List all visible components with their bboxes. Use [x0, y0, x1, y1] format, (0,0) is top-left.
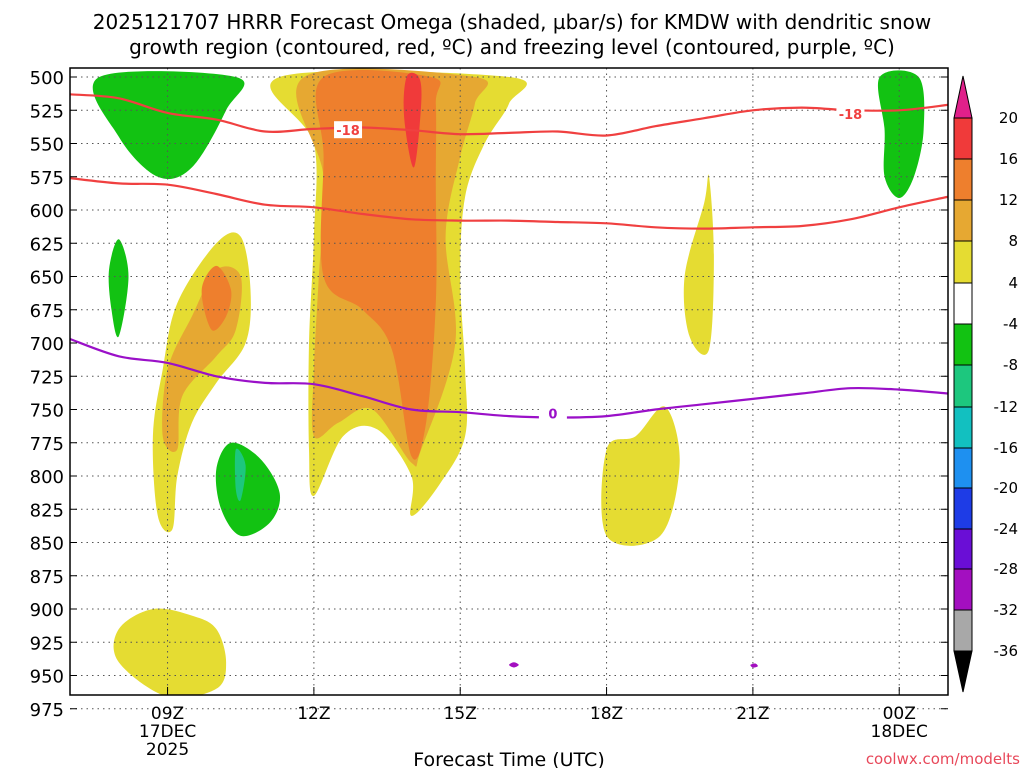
colorbar-label: -4 — [1003, 315, 1018, 333]
colorbar-bin — [953, 447, 973, 489]
colorbar-bin — [953, 487, 973, 530]
y-tick-label: 900 — [30, 600, 64, 621]
chart-title-line-1: 2025121707 HRRR Forecast Omega (shaded, … — [93, 10, 931, 34]
contour-label: 0 — [548, 407, 557, 422]
y-tick-label: 750 — [30, 401, 64, 422]
y-tick-label: 825 — [30, 500, 64, 521]
y-tick-label: 975 — [30, 700, 64, 721]
x-tick-date: 18DEC — [871, 722, 928, 742]
y-axis: 500 525 550 575 600 625 650 675 700 725 750 775 800 8… — [30, 68, 948, 721]
colorbar-label: -36 — [994, 642, 1019, 660]
colorbar-label: -32 — [994, 601, 1019, 619]
colorbar-bin — [953, 240, 973, 284]
colorbar: 20 16 12 8 4 -4 -8 -12 -16 -20 -24 -28 -32 -36 — [953, 75, 1019, 693]
contour-line-0 — [70, 93, 948, 137]
gridlines — [70, 68, 948, 710]
contour-label-bg — [538, 404, 567, 422]
y-tick-label: 575 — [30, 168, 64, 189]
omega-region-sinking-lobe-1 — [108, 239, 129, 338]
contour-label-bg — [836, 105, 865, 123]
contour-lines: -18 -18 0 — [70, 93, 948, 422]
omega-region-sinking-ur — [877, 70, 925, 198]
y-tick-label: 600 — [30, 201, 64, 222]
y-tick-label: 525 — [30, 101, 64, 122]
contour-line-2 — [70, 337, 948, 419]
x-tick-year: 2025 — [146, 740, 189, 760]
contour-label: -18 — [839, 108, 863, 123]
y-tick-label: 700 — [30, 334, 64, 355]
terrain-fill — [70, 695, 948, 727]
omega-region-sinking-ul-green — [92, 71, 245, 180]
colorbar-label: -20 — [994, 479, 1019, 497]
colorbar-bin — [953, 282, 973, 325]
colorbar-bin — [953, 364, 973, 408]
omega-region-rising-band-12 — [315, 69, 441, 460]
colorbar-label: 12 — [999, 191, 1018, 209]
y-tick-label: 725 — [30, 367, 64, 388]
colorbar-bin — [953, 650, 973, 693]
contour-label-bg — [334, 121, 363, 139]
omega-region-lobe-near-sfc — [113, 608, 227, 695]
colorbar-bin — [953, 323, 973, 366]
omega-shading — [92, 68, 925, 695]
y-tick-label: 950 — [30, 667, 64, 688]
y-tick-label: 800 — [30, 467, 64, 488]
colorbar-bin — [953, 158, 973, 201]
colorbar-bin — [953, 117, 973, 160]
colorbar-label: 8 — [1008, 232, 1018, 250]
omega-region-lobe-09z-12 — [201, 265, 232, 331]
credit-text: coolwx.com/modelts — [866, 750, 1020, 768]
y-tick-label: 675 — [30, 301, 64, 322]
y-tick-label: 850 — [30, 534, 64, 555]
x-tick-label: 12Z — [297, 704, 330, 724]
omega-region-sinking-core — [234, 448, 246, 502]
colorbar-bin — [953, 406, 973, 449]
x-tick-label: 09Z — [151, 704, 184, 724]
x-tick-label: 00Z — [883, 704, 916, 724]
plot-frame — [69, 67, 949, 696]
colorbar-label: -24 — [994, 520, 1019, 538]
colorbar-label: -16 — [994, 439, 1019, 457]
omega-region-lobe-20z — [683, 174, 714, 355]
y-tick-label: 550 — [30, 135, 64, 156]
x-tick-label: 15Z — [444, 704, 477, 724]
colorbar-label: 4 — [1008, 274, 1018, 292]
y-tick-label: 625 — [30, 234, 64, 255]
y-tick-label: 925 — [30, 633, 64, 654]
colorbar-label: -28 — [994, 560, 1019, 578]
chart-title-line-2: growth region (contoured, red, ºC) and f… — [129, 35, 895, 59]
contour-line-1 — [70, 177, 948, 230]
colorbar-label: 16 — [999, 150, 1018, 168]
colorbar-label: 20 — [999, 109, 1018, 127]
omega-region-dot-21z — [750, 663, 758, 668]
x-axis-label: Forecast Time (UTC) — [413, 749, 604, 768]
colorbar-label: -12 — [994, 398, 1019, 416]
y-tick-label: 775 — [30, 434, 64, 455]
y-tick-label: 875 — [30, 567, 64, 588]
contour-label: -18 — [336, 124, 360, 139]
colorbar-bin — [953, 75, 973, 119]
colorbar-bin — [953, 528, 973, 570]
omega-region-lobe-18z — [601, 406, 680, 546]
colorbar-bin — [953, 568, 973, 611]
colorbar-label: -8 — [1003, 356, 1018, 374]
terrain-layer — [70, 695, 948, 727]
colorbar-bin — [953, 609, 973, 652]
colorbar-bin — [953, 199, 973, 242]
y-tick-label: 650 — [30, 268, 64, 289]
y-tick-label: 500 — [30, 68, 64, 89]
x-tick-label: 21Z — [736, 704, 769, 724]
omega-region-sinking-lobe-2 — [215, 442, 281, 537]
omega-region-dot-16z — [509, 662, 519, 668]
x-tick-label: 18Z — [590, 704, 623, 724]
x-tick-date: 17DEC — [139, 722, 196, 742]
